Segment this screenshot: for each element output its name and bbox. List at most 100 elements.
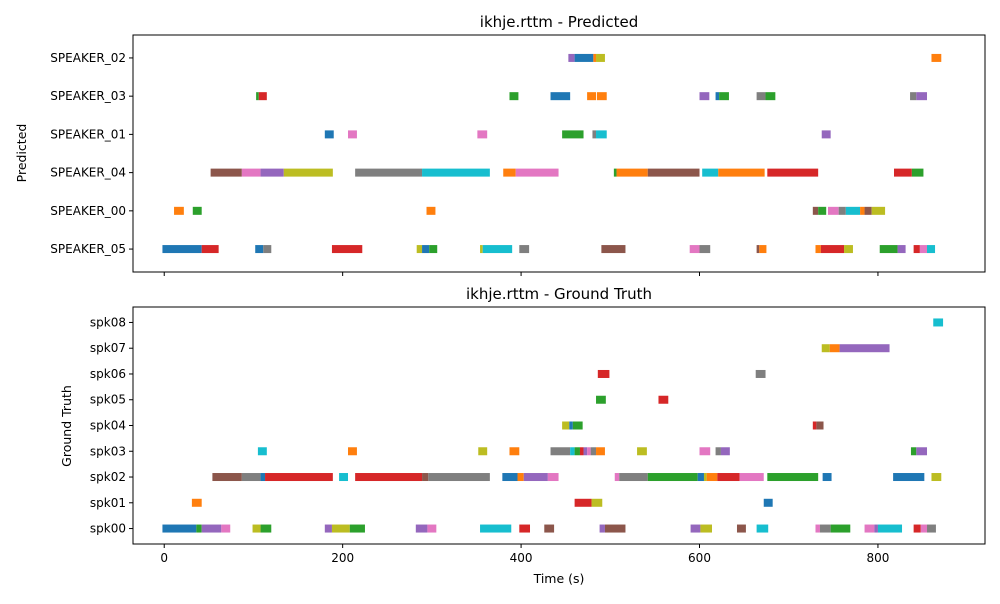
predicted-segment xyxy=(422,168,490,177)
predicted-segment xyxy=(838,206,846,215)
predicted-segment xyxy=(765,92,776,101)
ground-truth-segments xyxy=(162,318,944,533)
ground-truth-y-axis-label: Ground Truth xyxy=(59,385,74,467)
ground-truth-segment xyxy=(927,524,936,533)
ground-truth-segment xyxy=(544,524,555,533)
ground-truth-segment xyxy=(502,473,518,482)
ground-truth-segment xyxy=(480,524,512,533)
ground-truth-segment xyxy=(812,421,817,430)
ground-truth-segment xyxy=(221,524,231,533)
predicted-segment xyxy=(702,168,719,177)
ground-truth-segment xyxy=(415,524,428,533)
ground-truth-segment xyxy=(893,473,925,482)
predicted-segment xyxy=(241,168,261,177)
predicted-segment xyxy=(429,245,438,254)
ground-truth-segment xyxy=(700,524,713,533)
predicted-segment xyxy=(503,168,516,177)
ground-truth-segment xyxy=(478,447,488,456)
predicted-y-tick-label: SPEAKER_02 xyxy=(50,51,126,65)
ground-truth-segment xyxy=(590,447,597,456)
ground-truth-segment xyxy=(349,524,365,533)
ground-truth-segment xyxy=(763,498,773,507)
ground-truth-segment xyxy=(614,473,620,482)
ground-truth-segment xyxy=(822,473,832,482)
ground-truth-segment xyxy=(706,473,718,482)
predicted-segment xyxy=(715,92,720,101)
predicted-segment xyxy=(509,92,519,101)
ground-truth-segment xyxy=(619,473,648,482)
predicted-segment xyxy=(596,92,607,101)
predicted-segment xyxy=(592,130,597,139)
predicted-axes-frame xyxy=(132,34,986,273)
predicted-panel: ikhje.rttm - Predicted Predicted SPEAKER… xyxy=(14,13,986,276)
ground-truth-segment xyxy=(191,498,202,507)
ground-truth-segment xyxy=(756,524,769,533)
predicted-segment xyxy=(812,206,819,215)
predicted-segments xyxy=(162,53,942,254)
ground-truth-segment xyxy=(877,524,903,533)
ground-truth-segment xyxy=(720,447,730,456)
ground-truth-segment xyxy=(427,524,437,533)
predicted-segment xyxy=(699,92,710,101)
ground-truth-segment xyxy=(241,473,261,482)
ground-truth-y-tick-label: spk01 xyxy=(90,496,126,510)
predicted-segment xyxy=(482,245,513,254)
predicted-segment xyxy=(260,168,284,177)
predicted-segment xyxy=(815,245,821,254)
ground-truth-segment xyxy=(699,447,711,456)
ground-truth-segment xyxy=(201,524,222,533)
ground-truth-x-axis-label: Time (s) xyxy=(533,571,585,586)
ground-truth-segment xyxy=(658,395,669,404)
predicted-segment xyxy=(174,206,184,215)
predicted-segment xyxy=(689,245,700,254)
ground-truth-segment xyxy=(597,369,610,378)
predicted-segment xyxy=(480,245,483,254)
predicted-segment xyxy=(256,92,259,101)
predicted-segment xyxy=(860,206,865,215)
ground-truth-segment xyxy=(348,447,357,456)
ground-truth-segment xyxy=(819,524,831,533)
ground-truth-segment xyxy=(910,447,917,456)
predicted-segment xyxy=(927,245,936,254)
predicted-segment xyxy=(767,168,819,177)
predicted-segment xyxy=(550,92,571,101)
predicted-segment xyxy=(894,168,912,177)
ground-truth-segment xyxy=(821,344,830,353)
ground-truth-chart-title: ikhje.rttm - Ground Truth xyxy=(466,285,652,303)
ground-truth-segment xyxy=(579,447,584,456)
ground-truth-segment xyxy=(355,473,423,482)
ground-truth-segment xyxy=(523,473,548,482)
ground-truth-y-tick-label: spk08 xyxy=(90,315,126,329)
predicted-segment xyxy=(719,92,729,101)
predicted-y-axis-label: Predicted xyxy=(14,124,29,183)
predicted-segment xyxy=(820,245,845,254)
predicted-segment xyxy=(283,168,333,177)
predicted-x-ticks xyxy=(163,272,879,276)
ground-truth-segment xyxy=(690,524,701,533)
ground-truth-segment xyxy=(596,447,605,456)
predicted-segment xyxy=(919,245,928,254)
ground-truth-segment xyxy=(816,421,824,430)
predicted-segment xyxy=(562,130,584,139)
ground-truth-segment xyxy=(703,473,707,482)
ground-truth-segment xyxy=(339,473,349,482)
predicted-segment xyxy=(821,130,831,139)
ground-truth-segment xyxy=(162,524,197,533)
predicted-segment xyxy=(422,245,430,254)
predicted-segment xyxy=(756,245,760,254)
ground-truth-x-tick-label: 600 xyxy=(688,551,711,565)
ground-truth-y-tick-label: spk05 xyxy=(90,393,126,407)
ground-truth-segment xyxy=(715,447,721,456)
ground-truth-segment xyxy=(874,524,878,533)
predicted-segment xyxy=(864,206,872,215)
predicted-segment xyxy=(192,206,202,215)
ground-truth-y-tick-label: spk06 xyxy=(90,367,126,381)
predicted-segment xyxy=(201,245,219,254)
predicted-y-tick-label: SPEAKER_03 xyxy=(50,89,126,103)
predicted-segment xyxy=(258,92,267,101)
predicted-segment xyxy=(568,53,575,62)
ground-truth-y-tick-label: spk04 xyxy=(90,419,126,433)
ground-truth-segment xyxy=(574,498,592,507)
predicted-y-tick-label: SPEAKER_04 xyxy=(50,166,126,180)
ground-truth-segment xyxy=(717,473,740,482)
